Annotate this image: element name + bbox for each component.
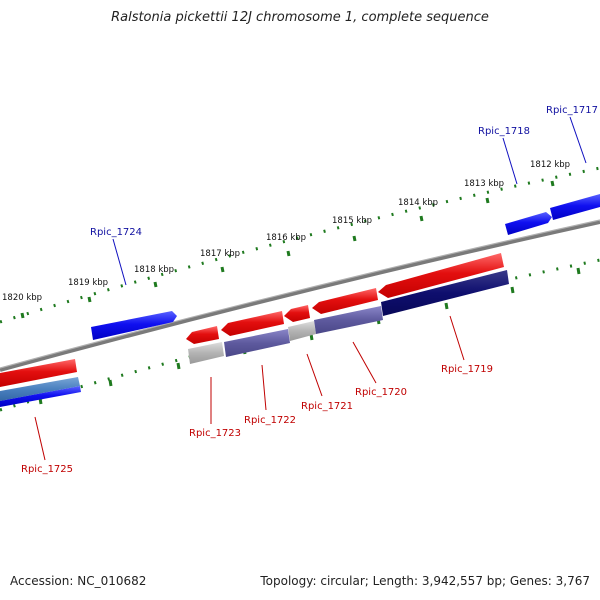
ruler-label: 1815 kbp: [332, 216, 372, 226]
gene-label-rpic-1724[interactable]: Rpic_1724: [90, 227, 142, 238]
ruler-label: 1820 kbp: [2, 293, 42, 303]
gene-labels: Rpic_1717 Rpic_1718 Rpic_1719 Rpic_1720 …: [21, 105, 598, 475]
gene-feature-rpic-1717[interactable]: [550, 194, 600, 220]
ruler-label: 1813 kbp: [464, 179, 504, 189]
gene-feature-rpic-1721[interactable]: [284, 305, 310, 322]
outer-major-ticks: [20, 180, 555, 319]
cog-feature-1725-blue: [0, 386, 81, 407]
cog-feature-1719-navy: [381, 270, 509, 316]
gene-feature-rpic-1724[interactable]: [91, 311, 177, 340]
gene-label-rpic-1717[interactable]: Rpic_1717: [546, 105, 598, 116]
ruler-labels: 1820 kbp 1819 kbp 1818 kbp 1817 kbp 1816…: [2, 160, 570, 303]
topology-text: Topology: circular; Length: 3,942,557 bp…: [260, 574, 590, 588]
reverse-leader-lines: [34, 315, 465, 461]
accession-text: Accession: NC_010682: [10, 574, 147, 588]
cog-feature-1722-purple: [224, 329, 290, 357]
gene-label-rpic-1719[interactable]: Rpic_1719: [441, 364, 493, 375]
cog-feature-1720-purple: [314, 306, 383, 334]
gene-label-rpic-1725[interactable]: Rpic_1725: [21, 464, 73, 475]
cog-feature-1725-steel: [0, 377, 80, 401]
gene-feature-rpic-1725[interactable]: [0, 359, 77, 387]
map-title: Ralstonia pickettii 12J chromosome 1, co…: [111, 10, 489, 25]
outer-ruler: [0, 166, 600, 324]
gene-label-rpic-1718[interactable]: Rpic_1718: [478, 126, 530, 137]
gene-feature-rpic-1723[interactable]: [186, 326, 219, 344]
gene-label-rpic-1720[interactable]: Rpic_1720: [355, 387, 407, 398]
ruler-label: 1816 kbp: [266, 233, 306, 243]
gene-label-rpic-1721[interactable]: Rpic_1721: [301, 401, 353, 412]
inner-ruler: [0, 258, 600, 412]
forward-leader-lines: [112, 116, 587, 286]
cog-feature-1723-gray: [188, 342, 224, 364]
gene-label-rpic-1722[interactable]: Rpic_1722: [244, 415, 296, 426]
gene-feature-rpic-1719[interactable]: [378, 253, 504, 298]
ruler-label: 1819 kbp: [68, 278, 108, 288]
ruler-label: 1812 kbp: [530, 160, 570, 170]
ruler-label: 1817 kbp: [200, 249, 240, 259]
gene-feature-rpic-1718[interactable]: [505, 212, 552, 235]
gene-feature-rpic-1720[interactable]: [312, 288, 378, 314]
cog-feature-1721-gray: [288, 321, 316, 341]
gene-label-rpic-1723[interactable]: Rpic_1723: [189, 428, 241, 439]
ruler-label: 1818 kbp: [134, 265, 174, 275]
ruler-label: 1814 kbp: [398, 198, 438, 208]
gene-feature-rpic-1722[interactable]: [221, 311, 284, 336]
chromosome-backbone: [0, 220, 600, 372]
